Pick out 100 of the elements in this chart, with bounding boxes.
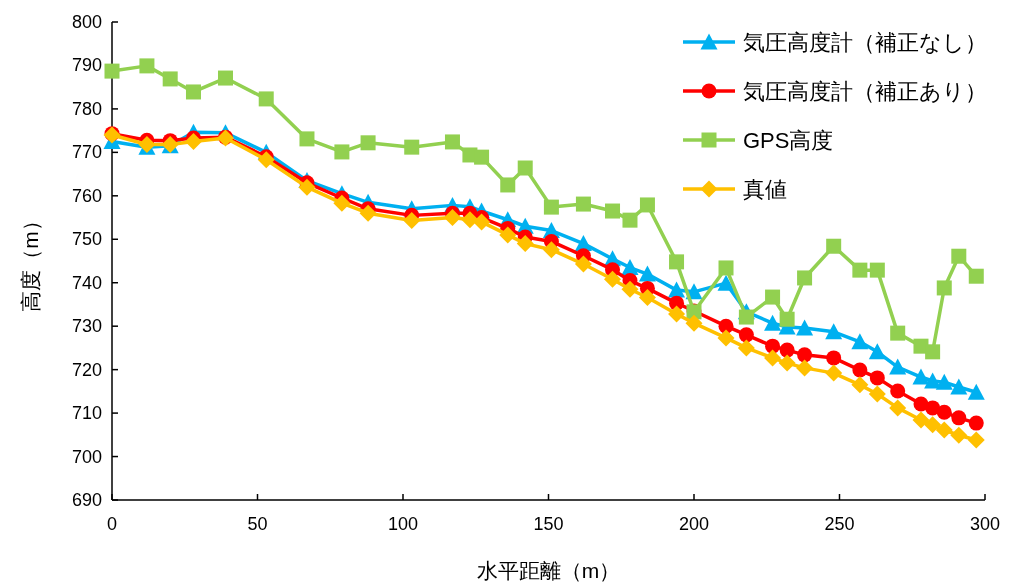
point [444,134,460,150]
point [868,343,886,360]
legend-label: 気圧高度計（補正あり） [743,79,987,104]
x-tick-label: 50 [247,514,268,534]
y-tick-label: 780 [71,98,102,119]
y-axis-title: 高度（m） [19,210,42,312]
point [950,378,968,395]
point [889,358,907,375]
point [797,347,813,363]
point [797,270,813,286]
point [868,385,886,403]
y-tick-label: 690 [71,490,102,510]
point [184,133,202,150]
point [951,410,967,426]
point [851,333,869,350]
legend-label: 真値 [743,177,787,202]
point [936,404,952,420]
point [925,344,941,360]
point [669,254,685,270]
point [796,359,814,377]
point [764,314,782,331]
point [912,368,930,385]
point [473,213,491,231]
point [851,376,869,394]
legend-label: GPS高度 [743,128,834,153]
point [825,323,843,340]
point [967,383,985,400]
point [936,280,952,296]
point [622,212,638,228]
point [542,241,560,259]
y-tick-label: 760 [71,185,102,206]
x-tick-label: 150 [533,514,564,534]
point [912,411,930,429]
point [717,274,735,291]
x-tick-label: 0 [106,514,118,534]
point [185,84,201,100]
point [718,260,734,276]
point [826,238,842,254]
point [605,203,621,219]
point [403,212,421,230]
point [621,280,639,298]
point [516,235,534,253]
point [574,255,592,273]
y-tick-label: 720 [71,359,102,380]
point [668,305,686,323]
point [738,309,754,325]
point [257,151,275,169]
point [951,248,967,264]
point [924,416,942,434]
point [852,362,868,378]
point [638,289,656,306]
y-tick-label: 700 [71,446,102,467]
point [334,144,350,160]
point [139,58,155,74]
point [869,370,885,386]
point [604,270,622,288]
point [717,329,735,347]
point [968,268,984,284]
point [890,325,906,341]
point [738,327,754,343]
point [778,354,796,372]
point [968,415,984,431]
x-tick-label: 100 [387,514,419,534]
point [764,349,782,367]
y-tick-label: 770 [71,142,102,163]
point [543,199,559,215]
point [925,400,941,416]
point [162,71,178,87]
x-tick-label: 200 [678,514,710,534]
point [935,421,953,439]
y-tick-label: 740 [71,272,102,293]
point [217,70,233,86]
point [517,160,533,176]
point [889,399,907,417]
x-tick-label: 250 [824,514,855,534]
point [359,204,377,222]
point [258,91,274,107]
point [104,63,120,79]
point [967,431,985,449]
y-tick-label: 790 [71,55,102,76]
point [575,196,591,212]
point [333,194,351,212]
y-tick-label: 730 [71,316,102,337]
point [779,311,795,327]
point [825,364,843,382]
point [299,131,315,147]
point [950,426,968,444]
point [443,209,461,227]
point [685,314,703,332]
point [869,262,885,278]
point [298,178,316,196]
point [796,319,814,336]
point [474,149,490,165]
point [737,339,755,357]
y-tick-label: 750 [71,229,102,250]
point [765,289,781,305]
point [890,383,906,399]
point [360,135,376,151]
point [639,197,655,213]
point [826,350,842,366]
